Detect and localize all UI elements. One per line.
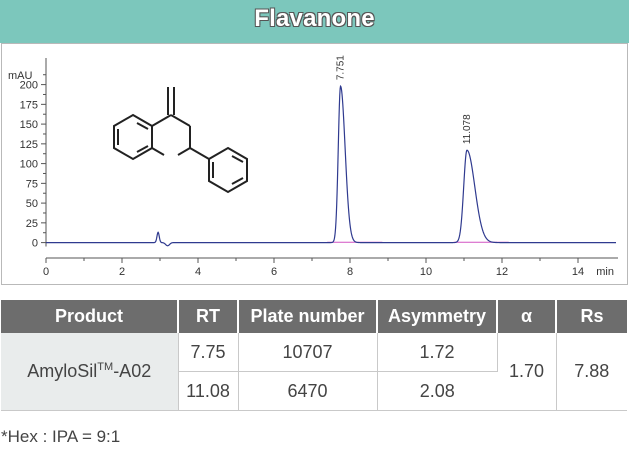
rt-cell: 11.08 xyxy=(178,371,239,411)
title-bar: Flavanone xyxy=(0,0,629,43)
y-axis-label: mAU xyxy=(8,70,33,82)
asymmetry-cell: 2.08 xyxy=(377,371,497,411)
y-tick-label: 200 xyxy=(20,80,38,92)
table-row: AmyloSilTM-A02 7.75 10707 1.72 1.70 7.88 xyxy=(1,333,627,411)
plate-cell: 6470 xyxy=(238,371,378,411)
results-table: Product RT Plate number Asymmetry α Rs A… xyxy=(1,300,627,411)
header-plate-number: Plate number xyxy=(238,300,378,333)
header-alpha: α xyxy=(497,300,557,333)
x-tick-label: 6 xyxy=(271,266,277,278)
x-tick-label: 2 xyxy=(119,266,125,278)
x-tick-label: 8 xyxy=(347,266,353,278)
x-axis-label: min xyxy=(596,266,614,278)
product-name: AmyloSil xyxy=(27,361,98,381)
y-tick-label: 175 xyxy=(20,99,38,111)
y-tick-label: 125 xyxy=(20,139,38,151)
mobile-phase-note: *Hex : IPA = 9:1 xyxy=(1,427,121,446)
x-tick-label: 0 xyxy=(43,266,49,278)
header-product: Product xyxy=(1,300,179,333)
chromatogram-trace xyxy=(46,84,616,247)
y-tick-label: 75 xyxy=(26,178,38,190)
x-tick-label: 10 xyxy=(420,266,432,278)
rs-cell: 7.88 xyxy=(556,333,627,411)
alpha-cell: 1.70 xyxy=(497,333,557,411)
table-header-row: Product RT Plate number Asymmetry α Rs xyxy=(1,300,627,333)
header-asymmetry: Asymmetry xyxy=(377,300,498,333)
plate-cell: 10707 xyxy=(238,333,378,372)
table-row: 11.08 6470 2.08 xyxy=(1,371,627,411)
y-tick-label: 25 xyxy=(26,218,38,230)
x-tick-label: 12 xyxy=(496,266,508,278)
x-tick-label: 4 xyxy=(195,266,201,278)
x-tick-label: 14 xyxy=(572,266,584,278)
y-tick-label: 100 xyxy=(20,159,38,171)
header-rt: RT xyxy=(178,300,239,333)
product-suffix: -A02 xyxy=(113,361,152,381)
y-tick-label: 50 xyxy=(26,198,38,210)
rt-cell: 7.75 xyxy=(178,333,239,372)
peak-label: 11.078 xyxy=(462,114,473,144)
chromatogram-panel: 0 25 50 75 100 125 150 175 200 mAU 0 2 4 6 8 10 12 14 min … xyxy=(1,43,628,285)
asymmetry-cell: 1.72 xyxy=(377,333,498,372)
trademark-sup: TM xyxy=(97,361,114,373)
product-cell: AmyloSilTM-A02 xyxy=(1,333,179,411)
chart-title: Flavanone xyxy=(254,5,375,32)
flavanone-structure xyxy=(113,87,248,194)
peak-label: 7.751 xyxy=(336,55,347,80)
y-tick-label: 0 xyxy=(32,238,38,250)
header-rs: Rs xyxy=(556,300,627,333)
y-tick-label: 150 xyxy=(20,119,38,131)
